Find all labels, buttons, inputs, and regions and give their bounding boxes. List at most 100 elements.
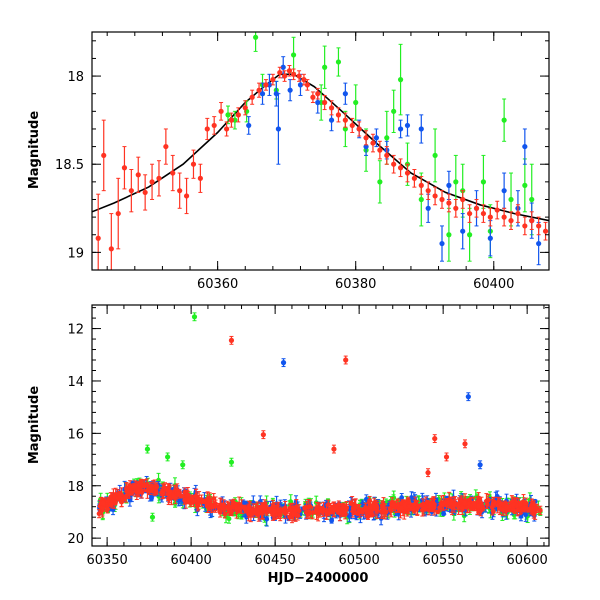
red-data-point bbox=[317, 507, 323, 513]
blue-data-point bbox=[536, 240, 542, 247]
red-data-point bbox=[456, 504, 461, 510]
blue-data-point bbox=[287, 87, 293, 93]
red-data-point bbox=[368, 505, 373, 511]
red-data-point bbox=[479, 501, 484, 506]
red-data-point bbox=[530, 501, 536, 507]
red-data-point bbox=[167, 489, 173, 495]
red-data-point bbox=[418, 182, 424, 188]
red-data-point bbox=[467, 210, 473, 217]
green-data-point bbox=[225, 112, 231, 118]
red-data-point bbox=[537, 507, 543, 513]
red-data-point bbox=[270, 77, 276, 83]
blue-data-point bbox=[399, 495, 405, 500]
red-data-point bbox=[388, 508, 394, 513]
red-data-point bbox=[254, 507, 260, 513]
red-data-point bbox=[473, 205, 480, 211]
blue-data-point bbox=[446, 182, 452, 188]
top-axes-frame bbox=[91, 31, 550, 271]
red-data-point bbox=[131, 484, 137, 490]
red-data-point bbox=[291, 511, 297, 517]
red-data-point bbox=[377, 147, 383, 153]
red-data-point bbox=[521, 499, 526, 505]
blue-data-point bbox=[460, 228, 466, 234]
red-data-point bbox=[453, 205, 459, 211]
blue-data-point bbox=[397, 126, 404, 132]
red-data-point bbox=[397, 165, 404, 171]
red-data-point bbox=[356, 126, 362, 132]
red-data-point bbox=[342, 117, 348, 123]
blue-data-point bbox=[297, 82, 304, 88]
red-data-point bbox=[225, 505, 231, 511]
blue-data-point bbox=[425, 205, 431, 211]
green-data-point bbox=[391, 108, 397, 114]
red-data-point bbox=[128, 188, 134, 194]
red-data-point bbox=[421, 506, 427, 512]
red-data-point bbox=[517, 501, 523, 507]
red-data-point bbox=[494, 207, 500, 213]
red-data-point bbox=[367, 498, 373, 503]
red-data-point bbox=[508, 218, 514, 224]
red-data-point bbox=[542, 228, 549, 234]
red-data-point bbox=[425, 188, 431, 194]
green-data-point bbox=[418, 196, 424, 203]
red-data-point bbox=[282, 73, 288, 79]
red-data-point bbox=[391, 161, 397, 167]
red-data-point bbox=[384, 152, 390, 159]
red-data-point bbox=[353, 504, 358, 509]
red-data-point bbox=[304, 82, 310, 88]
bottom-plot-area bbox=[96, 312, 543, 527]
red-data-point bbox=[529, 218, 535, 224]
red-data-point bbox=[349, 501, 355, 507]
blue-data-point bbox=[273, 91, 279, 97]
red-data-point bbox=[224, 126, 230, 132]
blue-data-point bbox=[315, 99, 321, 106]
red-data-point bbox=[207, 498, 213, 504]
red-data-point bbox=[258, 506, 264, 512]
red-data-point bbox=[478, 508, 484, 514]
red-data-point bbox=[415, 505, 420, 511]
green-data-point bbox=[453, 179, 459, 185]
blue-data-point bbox=[275, 126, 281, 132]
red-data-point bbox=[373, 503, 379, 509]
red-data-point bbox=[363, 507, 369, 512]
green-data-point bbox=[322, 64, 328, 70]
red-data-point bbox=[501, 214, 507, 220]
x-tick-label: 60360 bbox=[197, 277, 238, 292]
red-data-point bbox=[112, 494, 118, 499]
red-data-point bbox=[135, 487, 141, 493]
red-data-point bbox=[153, 483, 159, 489]
red-data-point bbox=[182, 497, 188, 503]
red-data-point bbox=[296, 73, 302, 79]
red-data-point bbox=[286, 68, 293, 74]
red-data-point bbox=[401, 502, 407, 508]
green-data-point bbox=[384, 135, 390, 141]
green-data-point bbox=[397, 77, 404, 83]
red-data-point bbox=[96, 511, 102, 517]
red-data-point bbox=[283, 509, 289, 515]
red-data-point bbox=[515, 210, 521, 217]
red-data-point bbox=[142, 189, 148, 196]
blue-data-point bbox=[360, 500, 366, 506]
red-data-point bbox=[231, 500, 237, 506]
y-tick-label: 18 bbox=[67, 70, 84, 85]
red-data-point bbox=[522, 223, 528, 229]
blue-data-point bbox=[342, 91, 348, 97]
green-data-point bbox=[467, 232, 473, 238]
red-data-point bbox=[451, 502, 457, 508]
red-data-point bbox=[228, 117, 235, 123]
green-data-point bbox=[432, 152, 438, 159]
red-data-point bbox=[336, 508, 341, 513]
red-data-point bbox=[460, 196, 466, 203]
red-data-point bbox=[432, 193, 438, 199]
x-tick-label: 60400 bbox=[473, 277, 514, 292]
red-data-point bbox=[459, 505, 465, 511]
red-data-point bbox=[116, 492, 122, 498]
red-data-point bbox=[108, 502, 114, 507]
green-data-point bbox=[501, 117, 507, 123]
red-data-point bbox=[170, 170, 176, 176]
green-data-point bbox=[377, 179, 383, 185]
red-data-point bbox=[185, 492, 191, 498]
red-data-point bbox=[328, 105, 335, 111]
red-data-point bbox=[370, 140, 376, 146]
blue-data-point bbox=[523, 512, 529, 518]
